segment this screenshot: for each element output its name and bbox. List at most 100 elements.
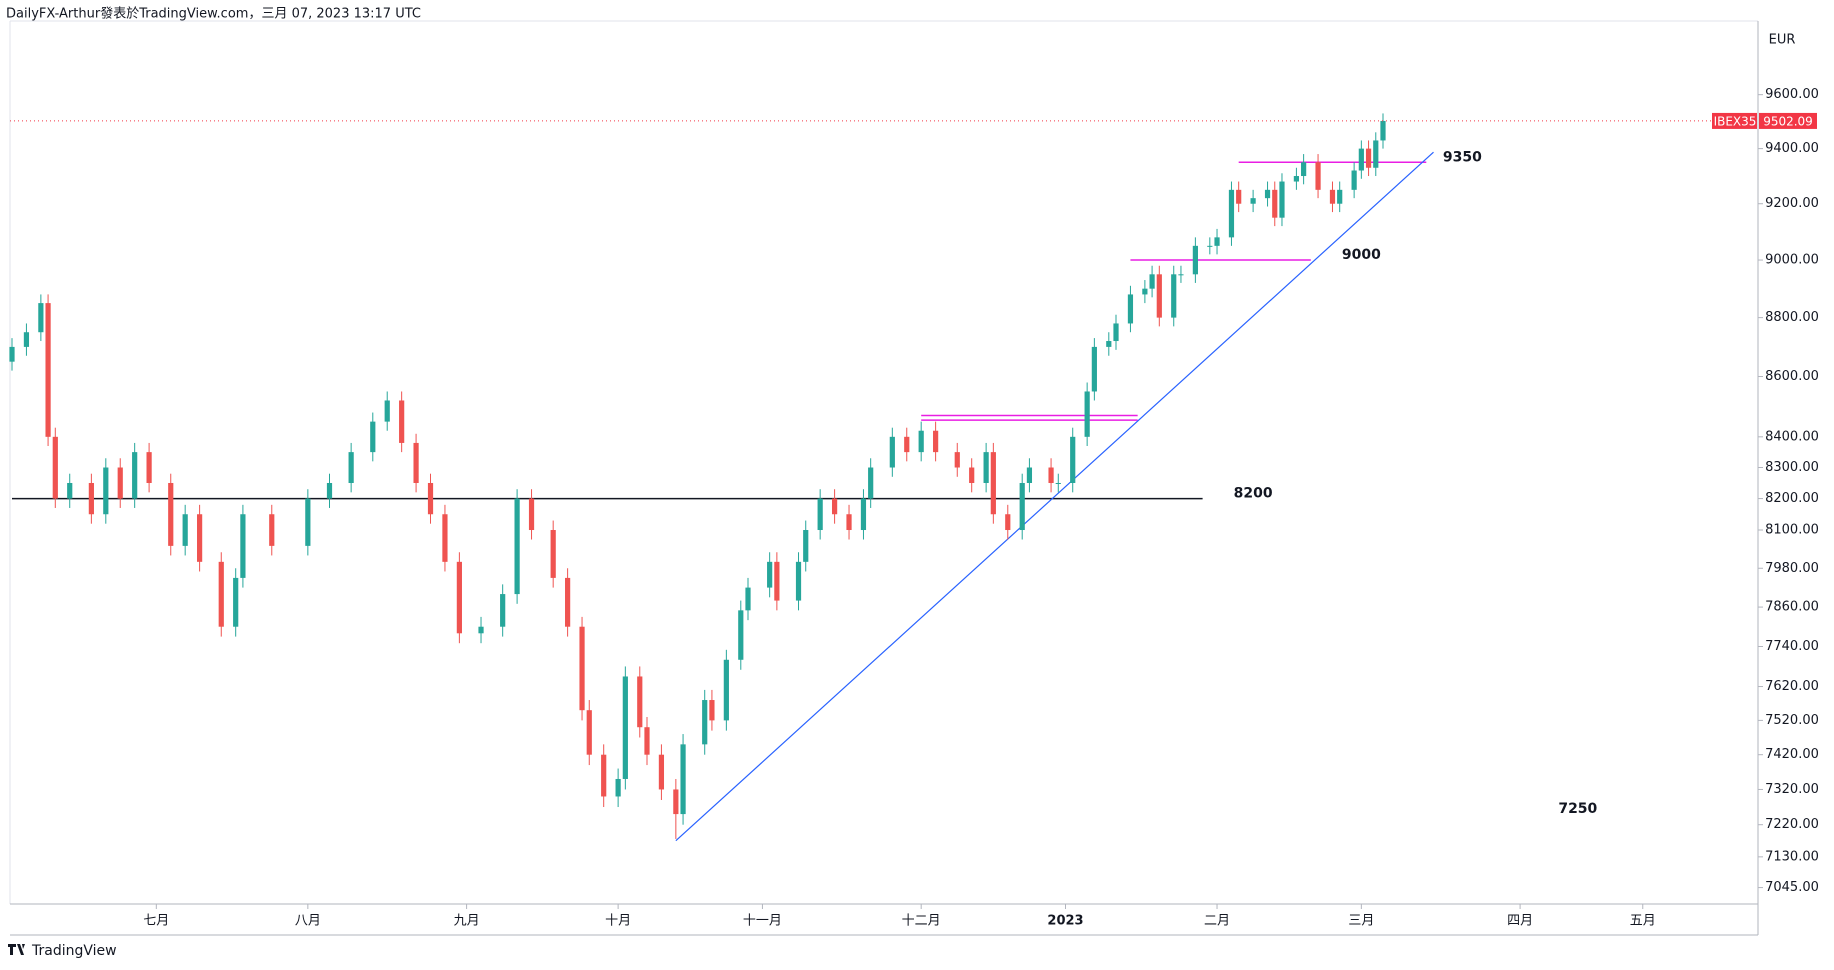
candle-body	[831, 498, 838, 515]
candle	[1192, 237, 1198, 283]
x-tick-label: 2023	[1047, 914, 1083, 929]
candle	[990, 442, 996, 524]
candle-body	[723, 659, 729, 721]
candle	[1337, 181, 1343, 213]
candle-body	[550, 530, 556, 578]
y-tick-label: 7420.00	[1765, 747, 1819, 762]
currency: EUR	[1769, 33, 1796, 48]
candle	[1272, 181, 1278, 227]
candle	[182, 504, 188, 556]
footer-brand: TradingView	[31, 943, 117, 959]
candle-body	[658, 754, 665, 790]
candle-body	[9, 346, 15, 362]
candle-body	[637, 676, 643, 728]
price-label: 9502.09	[1763, 114, 1813, 128]
candle	[644, 716, 650, 766]
candle	[767, 552, 773, 598]
candle	[1365, 140, 1372, 177]
y-tick-label: 7860.00	[1765, 600, 1819, 615]
candle-body	[1365, 148, 1372, 168]
candle-body	[615, 778, 621, 797]
candle-body	[218, 561, 224, 627]
y-tick-label: 7520.00	[1765, 713, 1819, 728]
candle	[918, 421, 924, 462]
candle	[1250, 189, 1256, 213]
candle	[615, 768, 621, 808]
candle-body	[52, 436, 58, 499]
candle-body	[709, 700, 715, 721]
candle	[817, 489, 823, 540]
candle-body	[817, 498, 823, 531]
candle-body	[795, 561, 802, 601]
x-tick-label: 八月	[295, 914, 321, 929]
candle	[738, 600, 744, 670]
candle-body	[528, 498, 535, 531]
candle-body	[1358, 148, 1364, 171]
candle	[240, 504, 246, 588]
candle-body	[1106, 341, 1112, 347]
candle	[1301, 154, 1307, 185]
candle	[1084, 382, 1090, 446]
candle	[904, 427, 910, 462]
trendline	[675, 151, 1434, 842]
x-tick-label: 二月	[1204, 914, 1230, 929]
candle	[132, 442, 138, 508]
candle	[954, 442, 960, 477]
annotation: 9000	[1342, 247, 1381, 263]
candle	[1178, 265, 1184, 283]
candle	[1026, 458, 1033, 493]
candle-body	[399, 400, 405, 443]
candle-body	[954, 452, 960, 468]
candle-body	[745, 587, 751, 611]
candle-body	[1178, 274, 1184, 276]
candle	[1315, 154, 1321, 199]
candle	[442, 504, 448, 572]
candle	[983, 442, 989, 493]
candle	[1019, 473, 1025, 540]
candle-body	[1236, 189, 1242, 204]
candle-body	[117, 467, 123, 499]
candle-body	[1005, 514, 1011, 531]
candle-body	[1272, 189, 1278, 218]
header: DailyFX-Arthur發表於TradingView.com，三月 07, …	[6, 6, 421, 22]
candle-body	[933, 430, 939, 453]
candle	[1048, 458, 1054, 493]
candle	[1358, 140, 1364, 179]
candle-body	[1156, 274, 1162, 318]
candle-body	[182, 514, 188, 546]
candle-body	[1301, 162, 1307, 177]
candle	[969, 458, 975, 493]
candle-body	[456, 561, 462, 634]
annotation: 7250	[1558, 801, 1597, 817]
y-tick-label: 9200.00	[1765, 196, 1819, 211]
candle-body	[1279, 181, 1285, 218]
candle	[1380, 113, 1386, 149]
candle	[67, 473, 73, 508]
candle	[1106, 332, 1112, 356]
candle	[1091, 338, 1097, 401]
candle-body	[860, 498, 867, 531]
candle	[868, 458, 874, 508]
candle-body	[1228, 189, 1235, 238]
candle	[168, 473, 174, 556]
candle-body	[168, 482, 174, 546]
candle	[803, 520, 809, 572]
y-tick-label: 9000.00	[1765, 253, 1819, 268]
candle	[500, 584, 506, 637]
candle	[622, 666, 628, 790]
candle	[348, 442, 354, 493]
y-tick-label: 8200.00	[1765, 491, 1819, 506]
y-tick-label: 7220.00	[1765, 817, 1819, 832]
x-tick-label: 九月	[454, 914, 480, 929]
candle-body	[918, 430, 924, 453]
candle	[23, 323, 30, 356]
candle-body	[103, 467, 109, 515]
candle	[795, 552, 802, 611]
y-tick-label: 8800.00	[1765, 310, 1819, 325]
candle-body	[1337, 189, 1343, 204]
candle-body	[680, 744, 686, 815]
candle	[846, 504, 852, 540]
candle	[1127, 285, 1134, 333]
candle-body	[88, 482, 94, 515]
candle-body	[586, 710, 592, 755]
